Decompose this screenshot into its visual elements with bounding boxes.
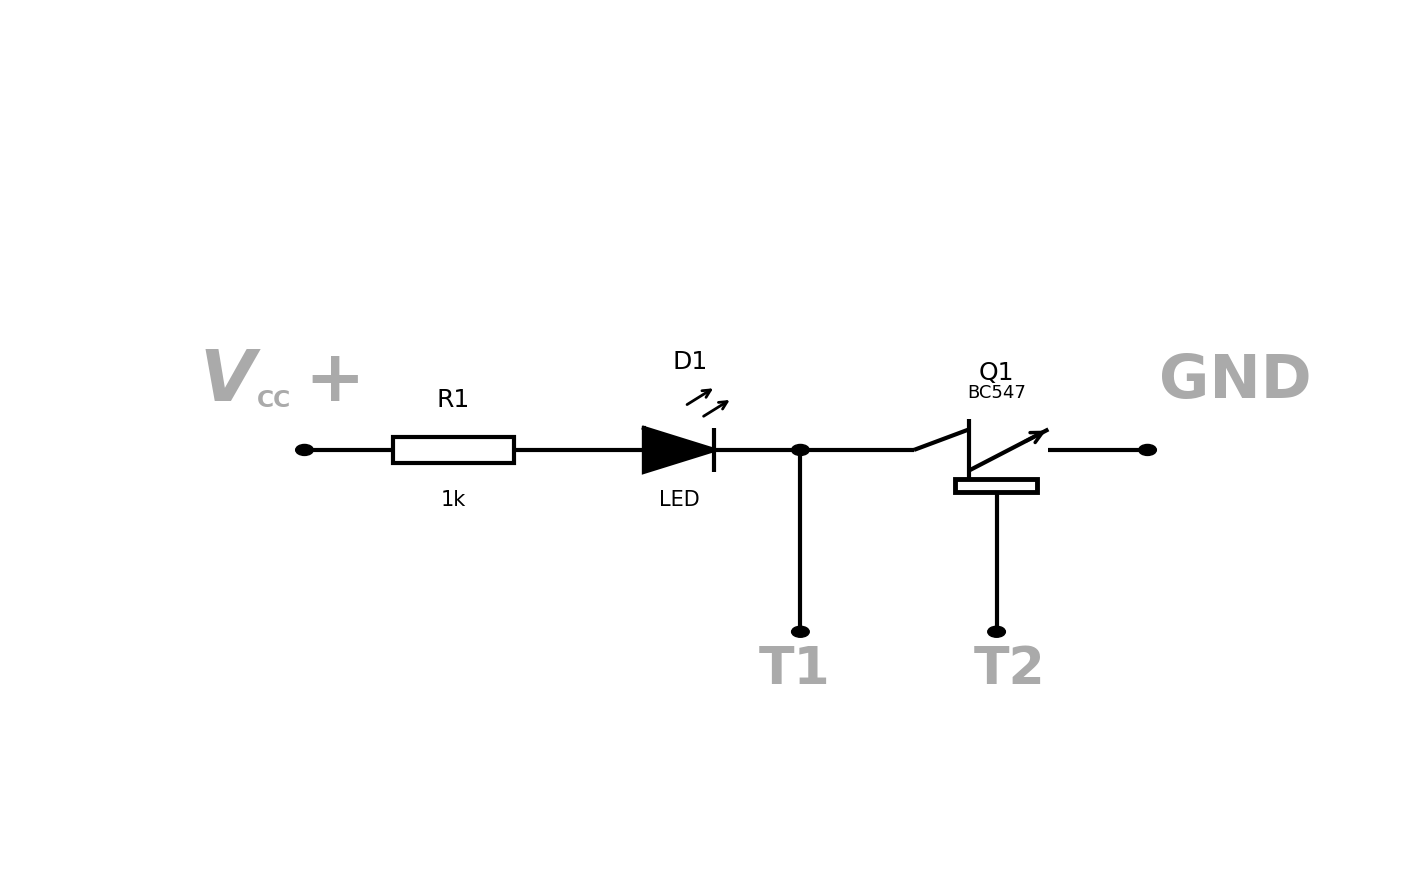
Circle shape <box>296 445 313 455</box>
Bar <box>954 478 1037 493</box>
Circle shape <box>792 445 809 455</box>
Text: D1: D1 <box>673 350 708 374</box>
Polygon shape <box>644 428 714 472</box>
Text: LED: LED <box>658 490 700 510</box>
Text: BC547: BC547 <box>967 384 1027 402</box>
Text: T1: T1 <box>759 645 830 696</box>
Circle shape <box>1139 445 1156 455</box>
Text: Q1: Q1 <box>978 361 1014 385</box>
Text: 1k: 1k <box>441 490 466 510</box>
Bar <box>392 437 513 463</box>
Circle shape <box>792 626 809 637</box>
Text: R1: R1 <box>437 388 469 413</box>
Circle shape <box>988 626 1005 637</box>
Text: +: + <box>304 347 365 416</box>
Text: T2: T2 <box>974 645 1045 696</box>
Text: GND: GND <box>1159 352 1311 411</box>
Text: V: V <box>199 347 256 416</box>
Text: CC: CC <box>257 389 292 412</box>
